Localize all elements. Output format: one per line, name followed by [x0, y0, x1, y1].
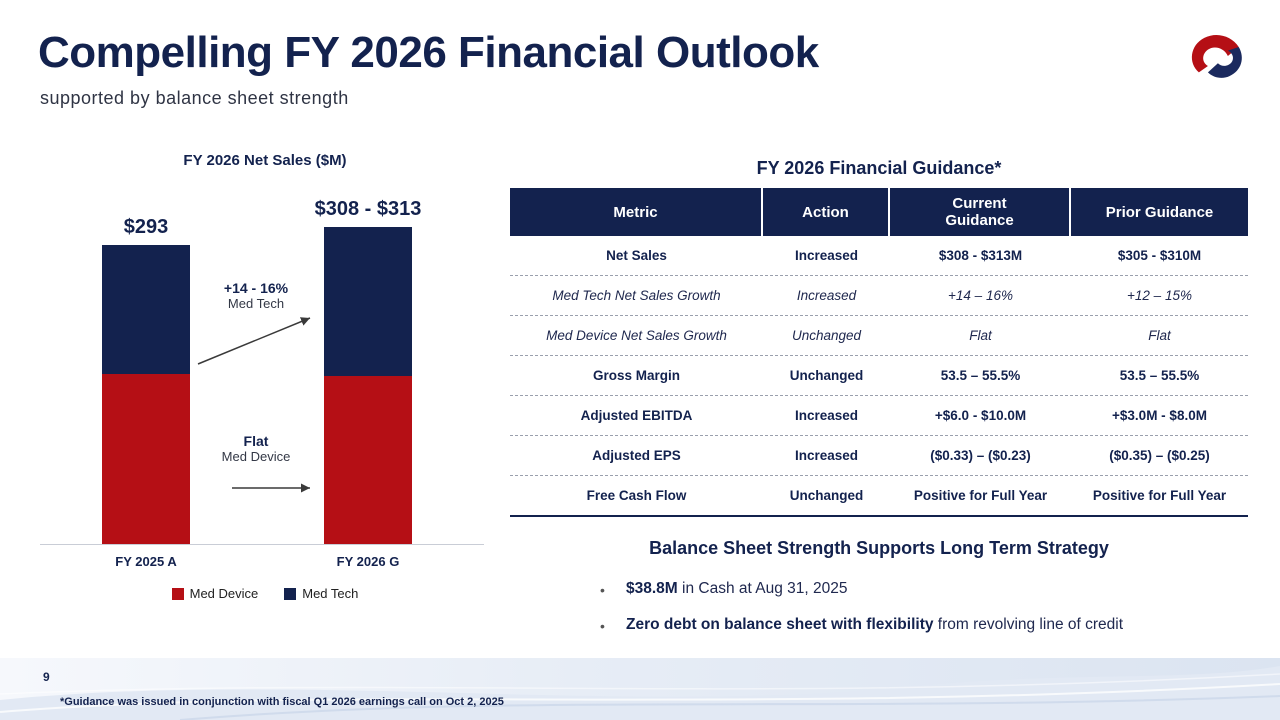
guidance-table: Metric Action Current Guidance Prior Gui…	[510, 188, 1248, 517]
table-cell: +$6.0 - $10.0M	[934, 408, 1027, 423]
annotation-value: Flat	[243, 433, 269, 449]
table-header-action: Action	[763, 188, 890, 236]
brand-logo-icon	[1191, 34, 1242, 78]
bar-fy2026	[324, 227, 412, 544]
table-header-metric: Metric	[510, 188, 763, 236]
page-title: Compelling FY 2026 Financial Outlook	[38, 28, 819, 77]
table-cell: Free Cash Flow	[586, 488, 687, 503]
annotation-value: +14 - 16%	[223, 280, 289, 296]
table-cell: Increased	[796, 288, 857, 303]
table-cell: Positive for Full Year	[913, 488, 1048, 503]
bar-segment-meddevice	[102, 374, 190, 544]
chart-title: FY 2026 Net Sales ($M)	[183, 152, 347, 169]
table-cell: Increased	[794, 448, 859, 463]
x-axis-label-fy2026: FY 2026 G	[336, 554, 400, 569]
table-row: Med Device Net Sales Growth Unchanged Fl…	[510, 316, 1248, 356]
annotation-medtech-growth: +14 - 16% Med Tech	[186, 280, 326, 311]
table-title: FY 2026 Financial Guidance*	[756, 158, 1002, 178]
bar-segment-meddevice	[324, 376, 412, 544]
bullet-debt: • Zero debt on balance sheet with flexib…	[600, 616, 1260, 636]
table-header-prior-guidance: Prior Guidance	[1105, 203, 1214, 221]
balance-sheet-bullets: • $38.8M in Cash at Aug 31, 2025 • Zero …	[600, 580, 1260, 652]
bar-fy2025	[102, 245, 190, 544]
footer-wave-graphic	[0, 666, 1280, 720]
chart-legend: Med Device Med Tech	[40, 586, 490, 601]
footnote: *Guidance was issued in conjunction with…	[60, 696, 504, 708]
bullet-bold-text: Zero debt on balance sheet with flexibil…	[626, 616, 934, 633]
table-cell: $308 - $313M	[938, 248, 1023, 263]
annotation-label: Med Tech	[227, 296, 285, 311]
x-axis-label-fy2025: FY 2025 A	[115, 554, 177, 569]
table-cell: +12 – 15%	[1127, 288, 1192, 303]
bullet-icon: •	[600, 582, 605, 598]
page-subtitle: supported by balance sheet strength	[40, 88, 349, 108]
bullet-rest-text: in Cash at Aug 31, 2025	[677, 580, 848, 597]
table-cell: Unchanged	[789, 368, 864, 383]
table-cell: 53.5 – 55.5%	[1119, 368, 1200, 383]
legend-swatch-medtech	[284, 587, 297, 600]
bar-total-label-fy2026: $308 - $313	[314, 198, 422, 220]
table-cell: Unchanged	[791, 328, 862, 343]
legend-item-meddevice: Med Device	[171, 586, 259, 601]
footer-decoration	[0, 658, 1280, 720]
page-number: 9	[43, 670, 50, 684]
legend-swatch-meddevice	[171, 587, 184, 600]
legend-label: Med Device	[189, 586, 259, 601]
bar-segment-medtech	[324, 227, 412, 376]
table-cell: Positive for Full Year	[1092, 488, 1227, 503]
table-cell: Flat	[969, 328, 992, 343]
balance-sheet-title: Balance Sheet Strength Supports Long Ter…	[649, 538, 1109, 558]
bullet-icon: •	[600, 618, 605, 634]
bullet-cash: • $38.8M in Cash at Aug 31, 2025	[600, 580, 1260, 600]
table-cell: Adjusted EBITDA	[580, 408, 693, 423]
table-cell: +14 – 16%	[948, 288, 1013, 303]
table-cell: Med Tech Net Sales Growth	[552, 288, 721, 303]
table-cell: Flat	[1148, 328, 1171, 343]
table-row: Free Cash Flow Unchanged Positive for Fu…	[510, 476, 1248, 517]
bar-segment-medtech	[102, 245, 190, 374]
table-cell: 53.5 – 55.5%	[940, 368, 1021, 383]
table-row: Med Tech Net Sales Growth Increased +14 …	[510, 276, 1248, 316]
table-cell: Increased	[794, 408, 859, 423]
bullet-text: $38.8M in Cash at Aug 31, 2025	[626, 580, 847, 598]
table-cell: Med Device Net Sales Growth	[546, 328, 727, 343]
net-sales-chart: FY 2026 Net Sales ($M) $293 $308 - $313 …	[40, 140, 490, 610]
table-cell: Adjusted EPS	[592, 448, 681, 463]
x-axis-line	[40, 544, 484, 545]
table-row: Net Sales Increased $308 - $313M $305 - …	[510, 236, 1248, 276]
table-header-row: Metric Action Current Guidance Prior Gui…	[510, 188, 1248, 236]
bullet-text: Zero debt on balance sheet with flexibil…	[626, 616, 1123, 634]
legend-label: Med Tech	[302, 586, 359, 601]
table-cell: ($0.33) – ($0.23)	[930, 448, 1031, 463]
table-cell: Net Sales	[606, 248, 667, 263]
legend-item-medtech: Med Tech	[284, 586, 358, 601]
annotation-label: Med Device	[221, 449, 291, 464]
table-row: Gross Margin Unchanged 53.5 – 55.5% 53.5…	[510, 356, 1248, 396]
table-cell: ($0.35) – ($0.25)	[1109, 448, 1210, 463]
table-cell: Increased	[794, 248, 859, 263]
table-header-label: Current Guidance	[945, 195, 1014, 229]
table-header-current-guidance: Current Guidance	[890, 188, 1071, 236]
bar-total-label-fy2025: $293	[123, 216, 169, 238]
table-row: Adjusted EPS Increased ($0.33) – ($0.23)…	[510, 436, 1248, 476]
table-cell: Gross Margin	[592, 368, 681, 383]
table-row: Adjusted EBITDA Increased +$6.0 - $10.0M…	[510, 396, 1248, 436]
table-cell: +$3.0M - $8.0M	[1112, 408, 1207, 423]
bullet-bold-text: $38.8M	[626, 580, 678, 597]
table-cell: Unchanged	[789, 488, 864, 503]
bullet-rest-text: from revolving line of credit	[933, 616, 1124, 633]
table-cell: $305 - $310M	[1117, 248, 1202, 263]
annotation-meddevice-growth: Flat Med Device	[186, 433, 326, 464]
